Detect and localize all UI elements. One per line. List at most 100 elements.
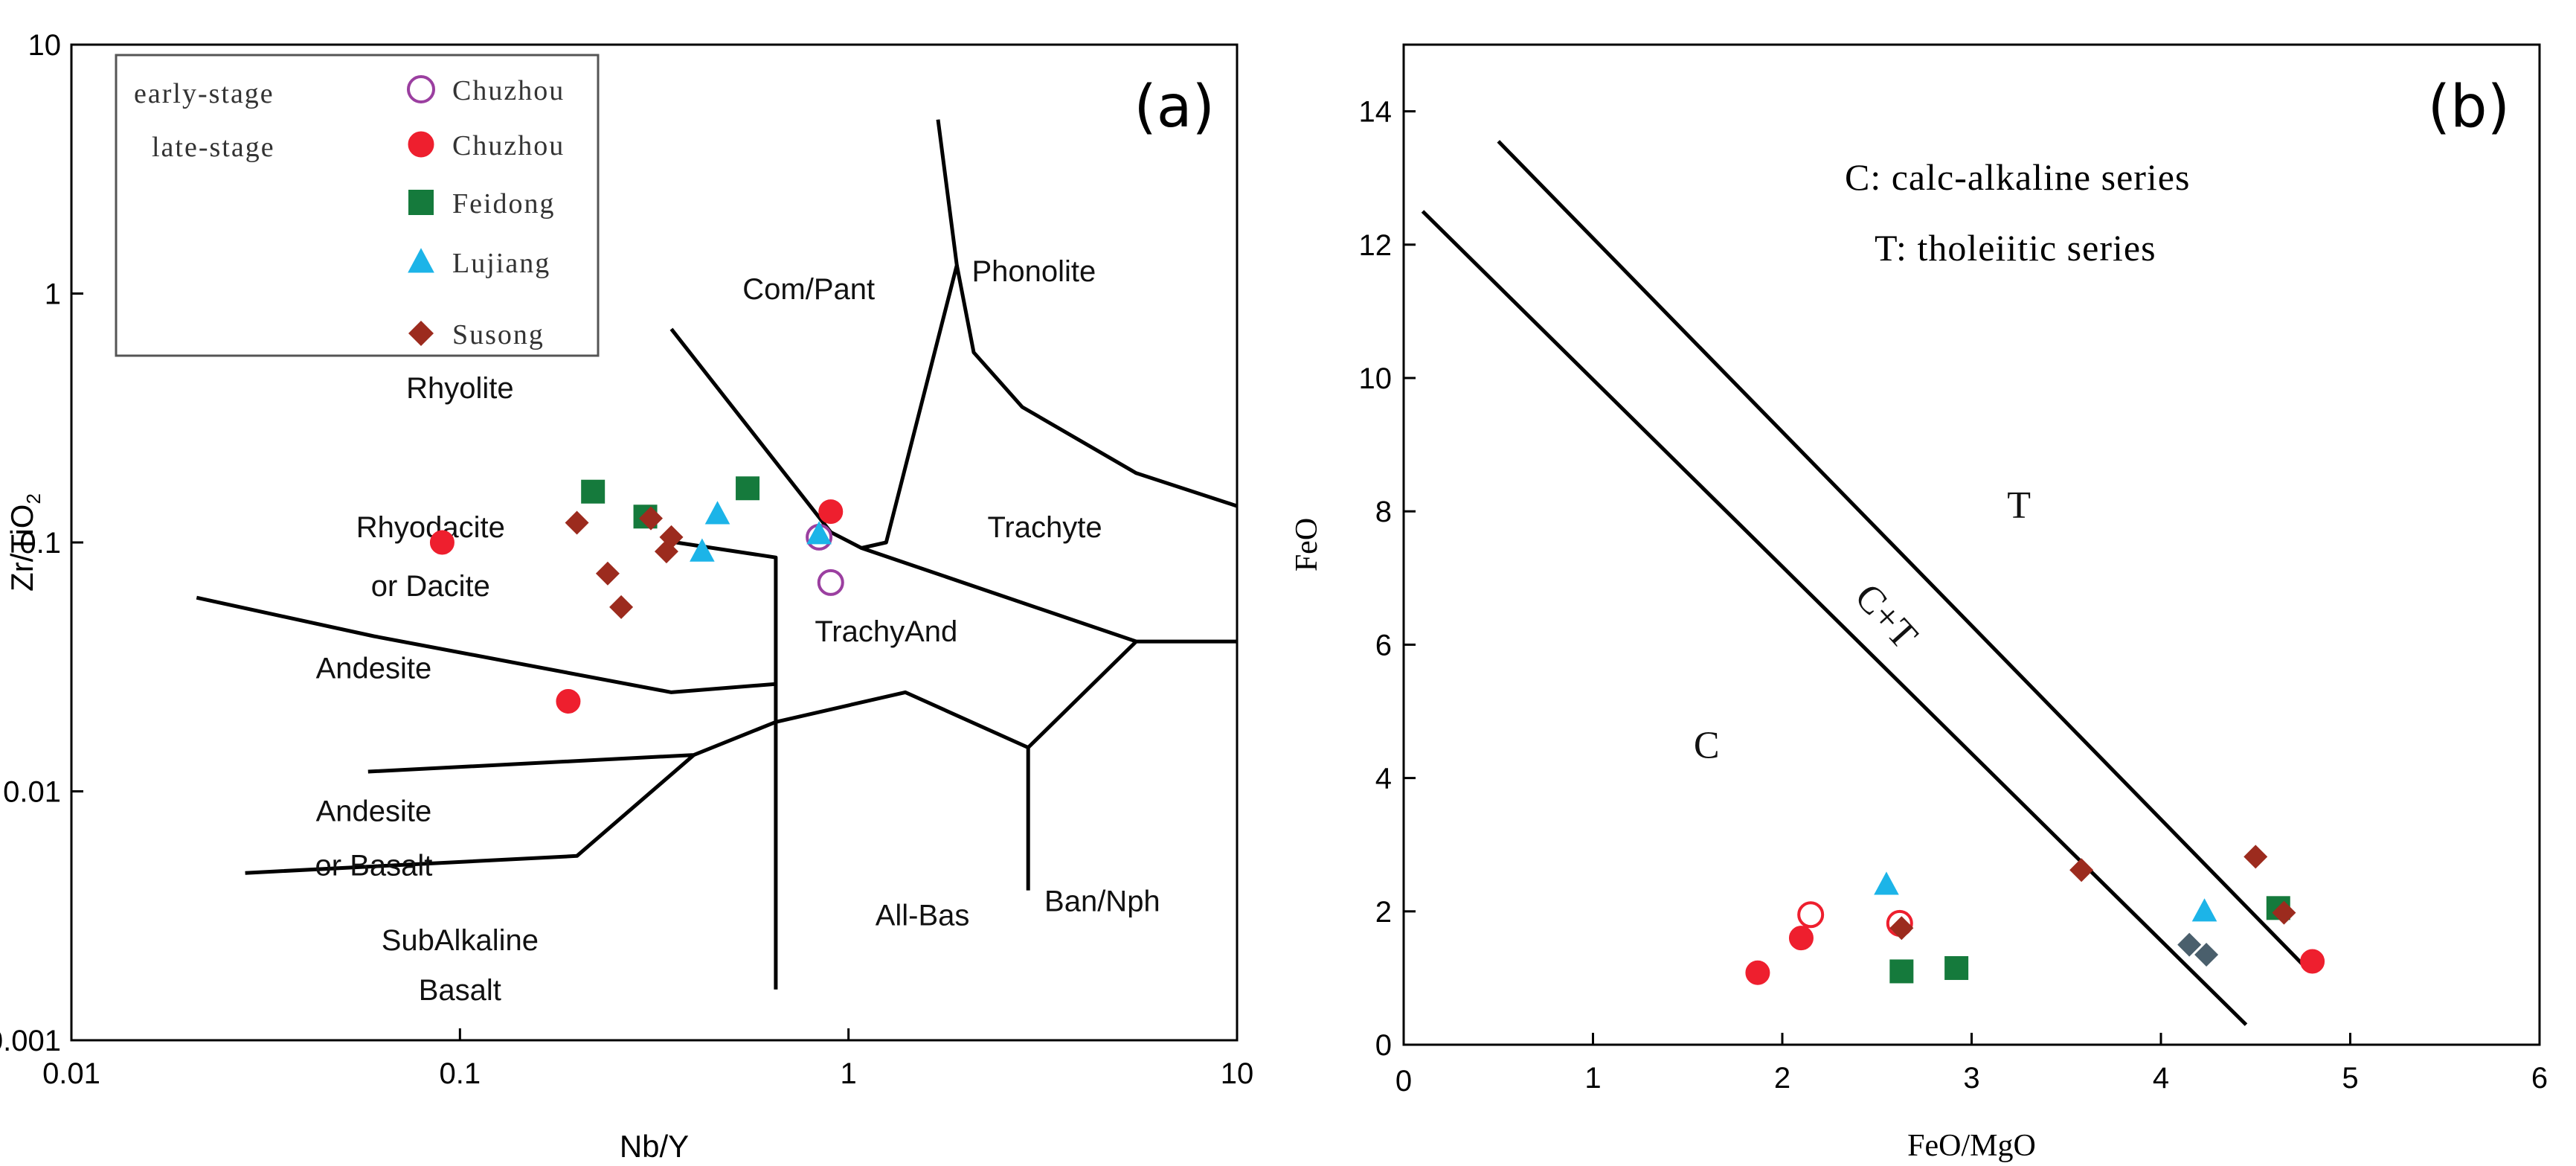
region-label: C [1694,725,1720,767]
y-tick-label: 4 [1375,763,1392,795]
classification-boundary [954,264,1238,508]
classification-boundary [675,540,778,990]
legend-stage-early: early-stage [134,78,274,109]
y-tick-label: 12 [1359,229,1393,262]
data-point-diamond [659,525,684,549]
data-point-circle [1745,960,1770,985]
panel-a-label: (a) [1134,74,1215,141]
legend-marker-circle [408,131,434,158]
legend-marker-triangle [408,248,434,273]
panel-a-boundaries [196,119,1238,990]
classification-boundary [245,753,696,875]
legend-label: Feidong [452,188,556,220]
legend-label: Susong [452,319,545,350]
data-point-diamond [2177,932,2202,957]
region-label: or Basalt [315,849,433,882]
panel-b-annotation-calc-alkaline: C: calc-alkaline series [1845,156,2190,198]
region-label: Ban/Nph [1044,885,1160,918]
data-point-triangle [690,538,715,562]
region-label: Trachyte [987,511,1102,544]
y-tick-label: 10 [28,29,62,62]
x-tick-label: 4 [2153,1062,2169,1095]
legend-label: Lujiang [452,248,550,279]
series-boundary-line [1497,140,2304,967]
data-point-diamond [2069,858,2094,882]
data-point-circle-open [817,568,844,596]
y-tick-label: 14 [1359,96,1393,129]
region-label: All-Bas [876,899,970,932]
region-label: Phonolite [971,255,1096,288]
x-tick-label: 1 [1584,1062,1601,1095]
data-point-circle [818,499,844,525]
panel-a-points [429,476,844,714]
classification-boundary [196,595,777,694]
region-label: Rhyodacite [356,511,505,544]
data-point-diamond [638,506,663,531]
legend-marker-square [408,190,434,215]
y-tick-label: 0.01 [3,776,61,809]
y-tick-label: 1 [45,278,61,311]
y-tick-label: 2 [1375,896,1392,929]
data-point-triangle [704,501,730,525]
panel-a-x-axis-label: Nb/Y [620,1129,689,1164]
region-label: Andesite [316,652,432,685]
data-point-diamond [565,510,589,535]
legend-label: Chuzhou [452,75,565,106]
data-point-triangle [806,521,832,545]
y-tick-label: 0.1 [19,527,61,560]
region-label: TrachyAnd [815,615,957,648]
data-point-square [1889,959,1914,984]
panel-a-legend: early-stage late-stage Chuzhou Chuzhou Fei… [115,54,600,357]
region-label: C+T [1846,576,1925,657]
data-point-diamond [1889,916,1914,941]
panel-b-x-axis-label: FeO/MgO [1907,1129,2036,1163]
x-tick-label: 5 [2342,1062,2358,1095]
region-label: Rhyolite [406,372,514,405]
legend-marker-circle-open [407,75,435,103]
region-label: Basalt [419,974,501,1007]
x-tick-label: 0 [1395,1065,1412,1098]
data-point-triangle [2191,898,2217,922]
y-tick-label: 0 [1375,1029,1392,1062]
data-point-diamond [595,561,620,586]
data-point-diamond [2243,845,2268,869]
data-point-diamond [2194,943,2219,967]
data-point-triangle [1874,871,1899,895]
data-point-circle [429,530,455,555]
panel-a-region-labels: Com/Pant Phonolite Rhyolite Rhyodacite or Da… [315,255,1160,1007]
data-point-circle [2300,949,2325,974]
x-tick-label: 1 [841,1057,857,1090]
y-tick-label: 6 [1375,629,1392,662]
legend-box [115,54,600,357]
legend-stage-late: late-stage [152,132,275,163]
panel-b-annotation-tholeiitic: T: tholeiitic series [1875,227,2156,269]
data-point-diamond [2272,900,2296,925]
panel-b-label: (b) [2428,74,2510,141]
data-point-circle-open [1797,901,1825,929]
legend-marker-diamond [408,321,434,346]
x-tick-label: 2 [1774,1062,1790,1095]
data-point-square [1944,955,1969,980]
x-tick-label: 0.1 [440,1057,481,1090]
region-label: Andesite [316,795,432,827]
data-point-square [736,476,760,501]
region-label: T [2007,484,2031,527]
data-point-diamond [609,595,634,619]
region-label: SubAlkaline [382,924,539,957]
region-label: Com/Pant [742,273,875,306]
panel-b-y-axis-label: FeO [1290,518,1324,571]
legend-label: Chuzhou [452,130,565,161]
x-tick-label: 10 [1221,1057,1254,1090]
y-tick-label: 10 [1359,362,1393,395]
data-point-circle [1788,926,1814,951]
x-tick-label: 0.01 [42,1057,100,1090]
classification-boundary [861,119,959,550]
region-label: or Dacite [371,570,490,603]
classification-boundary [669,327,1137,644]
x-tick-label: 3 [1963,1062,1979,1095]
